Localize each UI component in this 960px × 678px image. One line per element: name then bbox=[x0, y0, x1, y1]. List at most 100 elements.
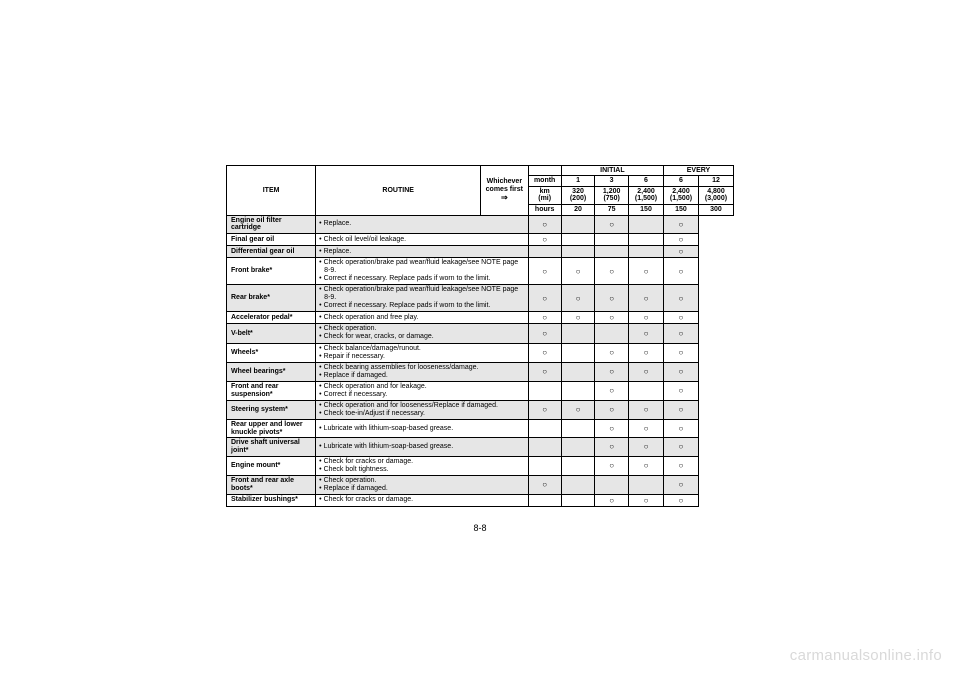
table-row: Wheels*Check balance/damage/runout.Repai… bbox=[227, 343, 734, 362]
routine-cell: Check operation.Replace if damaged. bbox=[316, 475, 528, 494]
item-cell: Front brake* bbox=[227, 258, 316, 285]
routine-line: Check operation/brake pad wear/fluid lea… bbox=[318, 259, 524, 275]
mark-cell: ○ bbox=[595, 312, 629, 324]
item-cell: Accelerator pedal* bbox=[227, 312, 316, 324]
mark-cell: ○ bbox=[663, 475, 698, 494]
hours-1: 75 bbox=[595, 205, 629, 216]
page: ITEM ROUTINE Whichever comes first⇒ INIT… bbox=[0, 0, 960, 678]
mark-cell: ○ bbox=[663, 234, 698, 246]
routine-cell: Check operation/brake pad wear/fluid lea… bbox=[316, 285, 528, 312]
mark-cell bbox=[561, 494, 594, 506]
mark-cell: ○ bbox=[629, 456, 664, 475]
mark-cell bbox=[561, 343, 594, 362]
mark-cell bbox=[561, 475, 594, 494]
table-row: Engine oil filter cartridgeReplace.○○○ bbox=[227, 215, 734, 233]
header-whichever: Whichever comes first⇒ bbox=[481, 166, 528, 216]
routine-line: Check toe-in/Adjust if necessary. bbox=[318, 410, 524, 418]
mark-cell bbox=[528, 246, 561, 258]
mark-cell: ○ bbox=[595, 419, 629, 437]
mark-cell bbox=[595, 234, 629, 246]
hours-2: 150 bbox=[629, 205, 664, 216]
item-cell: Stabilizer bushings* bbox=[227, 494, 316, 506]
routine-line: Correct if necessary. bbox=[318, 391, 524, 399]
mark-cell bbox=[561, 362, 594, 381]
item-cell: Rear brake* bbox=[227, 285, 316, 312]
table-row: Rear upper and lower knuckle pivots*Lubr… bbox=[227, 419, 734, 437]
routine-line: Check for cracks or damage. bbox=[318, 458, 524, 466]
table-row: Wheel bearings*Check bearing assemblies … bbox=[227, 362, 734, 381]
table-row: Steering system*Check operation and for … bbox=[227, 400, 734, 419]
mark-cell bbox=[528, 494, 561, 506]
mark-cell: ○ bbox=[629, 419, 664, 437]
mark-cell bbox=[629, 234, 664, 246]
table-row: Differential gear oilReplace.○ bbox=[227, 246, 734, 258]
mark-cell: ○ bbox=[528, 343, 561, 362]
mark-cell: ○ bbox=[629, 494, 664, 506]
mark-cell: ○ bbox=[663, 419, 698, 437]
mark-cell: ○ bbox=[629, 285, 664, 312]
mark-cell: ○ bbox=[528, 215, 561, 233]
table-head: ITEM ROUTINE Whichever comes first⇒ INIT… bbox=[227, 166, 734, 216]
mark-cell: ○ bbox=[663, 381, 698, 400]
unit-month: month bbox=[528, 176, 561, 187]
table-row: Engine mount*Check for cracks or damage.… bbox=[227, 456, 734, 475]
header-row-1: ITEM ROUTINE Whichever comes first⇒ INIT… bbox=[227, 166, 734, 176]
table-row: Accelerator pedal*Check operation and fr… bbox=[227, 312, 734, 324]
table-row: Front and rear suspension*Check operatio… bbox=[227, 381, 734, 400]
routine-cell: Check for cracks or damage. bbox=[316, 494, 528, 506]
item-cell: Wheels* bbox=[227, 343, 316, 362]
mark-cell: ○ bbox=[595, 494, 629, 506]
mark-cell: ○ bbox=[663, 456, 698, 475]
mark-cell bbox=[595, 324, 629, 343]
routine-line: Lubricate with lithium-soap-based grease… bbox=[318, 425, 524, 433]
mark-cell: ○ bbox=[528, 400, 561, 419]
routine-line: Check operation and for looseness/Replac… bbox=[318, 402, 524, 410]
km-0: 320 (200) bbox=[561, 186, 594, 204]
mark-cell bbox=[595, 246, 629, 258]
item-cell: Drive shaft universal joint* bbox=[227, 438, 316, 456]
month-0: 1 bbox=[561, 176, 594, 187]
mark-cell: ○ bbox=[561, 400, 594, 419]
maintenance-table-wrapper: ITEM ROUTINE Whichever comes first⇒ INIT… bbox=[226, 165, 734, 507]
mark-cell: ○ bbox=[629, 438, 664, 456]
mark-cell: ○ bbox=[595, 381, 629, 400]
routine-line: Check operation and for leakage. bbox=[318, 383, 524, 391]
month-1: 3 bbox=[595, 176, 629, 187]
routine-cell: Check operation and for leakage.Correct … bbox=[316, 381, 528, 400]
routine-line: Check operation. bbox=[318, 325, 524, 333]
mark-cell: ○ bbox=[663, 312, 698, 324]
table-row: V-belt*Check operation.Check for wear, c… bbox=[227, 324, 734, 343]
routine-cell: Check bearing assemblies for looseness/d… bbox=[316, 362, 528, 381]
km-2: 2,400 (1,500) bbox=[629, 186, 664, 204]
routine-line: Check operation/brake pad wear/fluid lea… bbox=[318, 286, 524, 302]
routine-line: Repair if necessary. bbox=[318, 353, 524, 361]
table-row: Drive shaft universal joint*Lubricate wi… bbox=[227, 438, 734, 456]
item-cell: Differential gear oil bbox=[227, 246, 316, 258]
routine-cell: Check for cracks or damage.Check bolt ti… bbox=[316, 456, 528, 475]
routine-line: Correct if necessary. Replace pads if wo… bbox=[318, 302, 524, 310]
routine-line: Lubricate with lithium-soap-based grease… bbox=[318, 443, 524, 451]
whichever-text: Whichever comes first bbox=[486, 178, 523, 193]
routine-cell: Lubricate with lithium-soap-based grease… bbox=[316, 419, 528, 437]
mark-cell: ○ bbox=[561, 312, 594, 324]
mark-cell bbox=[528, 456, 561, 475]
mark-cell: ○ bbox=[595, 258, 629, 285]
table-body: Engine oil filter cartridgeReplace.○○○Fi… bbox=[227, 215, 734, 506]
routine-cell: Check operation.Check for wear, cracks, … bbox=[316, 324, 528, 343]
routine-line: Replace if damaged. bbox=[318, 485, 524, 493]
item-cell: Front and rear axle boots* bbox=[227, 475, 316, 494]
mark-cell bbox=[561, 419, 594, 437]
routine-line: Check for wear, cracks, or damage. bbox=[318, 333, 524, 341]
table-row: Front and rear axle boots*Check operatio… bbox=[227, 475, 734, 494]
mark-cell: ○ bbox=[595, 285, 629, 312]
item-cell: Wheel bearings* bbox=[227, 362, 316, 381]
mark-cell: ○ bbox=[629, 258, 664, 285]
hours-4: 300 bbox=[698, 205, 733, 216]
routine-cell: Check operation and for looseness/Replac… bbox=[316, 400, 528, 419]
mark-cell: ○ bbox=[629, 343, 664, 362]
routine-line: Check bolt tightness. bbox=[318, 466, 524, 474]
table-row: Front brake*Check operation/brake pad we… bbox=[227, 258, 734, 285]
routine-line: Replace. bbox=[318, 248, 524, 256]
mark-cell: ○ bbox=[629, 324, 664, 343]
routine-line: Check oil level/oil leakage. bbox=[318, 236, 524, 244]
